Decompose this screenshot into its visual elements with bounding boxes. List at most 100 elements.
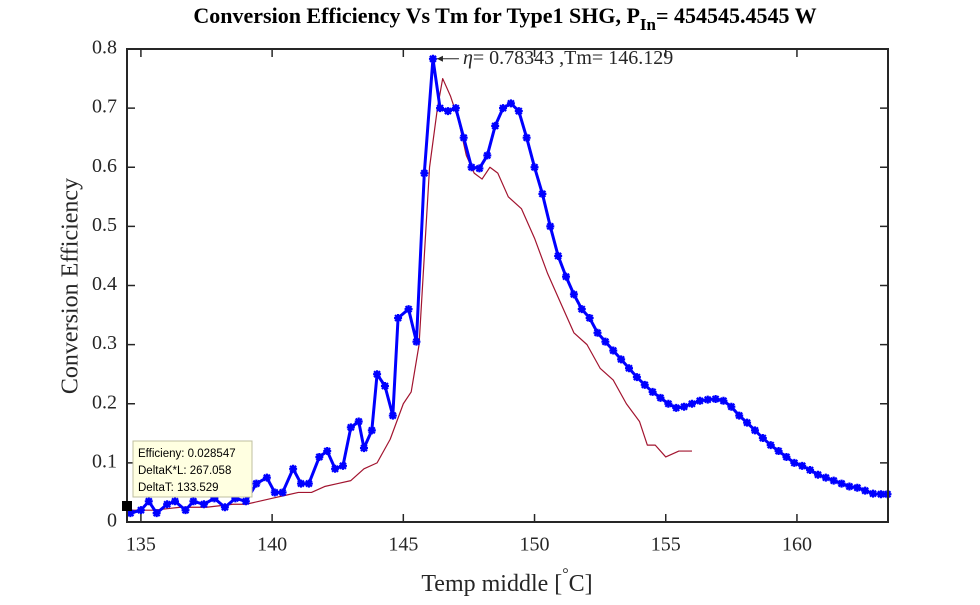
- annotation-arrowhead: [436, 55, 443, 62]
- data-marker: [163, 500, 172, 509]
- y-tick-label: 0: [107, 510, 117, 532]
- data-marker: [617, 355, 626, 364]
- data-marker: [338, 461, 347, 470]
- data-marker: [774, 447, 783, 456]
- data-marker: [304, 479, 313, 488]
- x-label-suffix: C]: [569, 571, 593, 597]
- data-marker: [354, 417, 363, 426]
- data-marker: [782, 452, 791, 461]
- data-marker: [331, 464, 340, 473]
- x-axis-label: Temp middle [°C]: [421, 566, 592, 597]
- data-marker: [436, 104, 445, 113]
- data-marker: [262, 473, 271, 482]
- data-marker: [593, 328, 602, 337]
- data-marker: [876, 490, 885, 499]
- data-marker: [289, 464, 298, 473]
- x-tick-label: 160: [782, 534, 812, 556]
- data-marker: [735, 411, 744, 420]
- data-marker: [522, 133, 531, 142]
- title-main: Conversion Efficiency Vs Tm for Type1 SH…: [193, 3, 640, 28]
- data-marker: [530, 163, 539, 172]
- data-marker: [171, 497, 180, 506]
- data-marker: [459, 133, 468, 142]
- data-marker: [152, 509, 161, 518]
- data-marker: [845, 482, 854, 491]
- data-marker: [443, 107, 452, 116]
- datatip-line: DeltaT: 133.529: [138, 482, 219, 494]
- data-marker: [750, 426, 759, 435]
- data-marker: [632, 373, 641, 382]
- data-marker: [664, 399, 673, 408]
- data-marker: [829, 476, 838, 485]
- data-marker: [538, 189, 547, 198]
- data-marker: [270, 488, 279, 497]
- x-tick-label: 140: [257, 534, 287, 556]
- datatip-marker: [122, 501, 132, 511]
- y-tick-label: 0.8: [92, 37, 117, 59]
- data-marker: [388, 411, 397, 420]
- data-marker: [798, 461, 807, 470]
- data-marker: [367, 426, 376, 435]
- data-marker: [189, 497, 198, 506]
- title-suffix: = 454545.4545 W: [656, 3, 817, 28]
- data-marker: [790, 458, 799, 467]
- data-marker: [656, 393, 665, 402]
- data-marker: [181, 506, 190, 515]
- data-marker: [412, 337, 421, 346]
- data-marker: [491, 121, 500, 130]
- data-marker: [837, 479, 846, 488]
- datatip-line: DeltaK*L: 267.058: [138, 465, 231, 477]
- annotation-value: = 0.78343 ,Tm= 146.129: [473, 46, 673, 68]
- data-marker: [569, 290, 578, 299]
- data-marker: [743, 418, 752, 427]
- data-marker: [315, 452, 324, 461]
- y-tick-label: 0.6: [92, 155, 117, 177]
- data-marker: [514, 107, 523, 116]
- data-marker: [703, 395, 712, 404]
- data-marker: [296, 479, 305, 488]
- annotation-symbol: η: [463, 46, 473, 68]
- y-tick-label: 0.7: [92, 96, 117, 118]
- data-marker: [323, 447, 332, 456]
- data-marker: [499, 104, 508, 113]
- series-line: [130, 77, 692, 511]
- y-tick-label: 0.3: [92, 332, 117, 354]
- title-subscript: In: [640, 15, 657, 34]
- data-marker: [585, 314, 594, 323]
- data-marker: [546, 222, 555, 231]
- data-marker: [199, 500, 208, 509]
- data-marker: [554, 251, 563, 260]
- data-marker: [231, 494, 240, 503]
- data-marker: [420, 169, 429, 178]
- data-marker: [404, 305, 413, 314]
- data-marker: [428, 54, 437, 63]
- annotation-text: η= 0.78343 ,Tm= 146.129: [463, 46, 673, 68]
- data-marker: [126, 509, 135, 518]
- data-marker: [821, 473, 830, 482]
- plot-area: η= 0.78343 ,Tm= 146.129: [126, 46, 892, 523]
- data-marker: [210, 494, 219, 503]
- data-marker: [806, 465, 815, 474]
- data-marker: [672, 403, 681, 412]
- data-marker: [758, 434, 767, 443]
- data-marker: [506, 99, 515, 108]
- y-tick-label: 0.2: [92, 391, 117, 413]
- data-marker: [380, 382, 389, 391]
- x-tick-label: 135: [126, 534, 156, 556]
- data-marker: [220, 503, 229, 512]
- data-marker: [609, 346, 618, 355]
- data-marker: [483, 151, 492, 160]
- data-marker: [640, 380, 649, 389]
- data-marker: [252, 479, 261, 488]
- data-marker: [648, 387, 657, 396]
- data-marker: [719, 396, 728, 405]
- data-marker: [359, 444, 368, 453]
- data-marker: [853, 483, 862, 492]
- data-marker: [136, 506, 145, 515]
- data-marker: [373, 370, 382, 379]
- y-tick-label: 0.1: [92, 450, 117, 472]
- x-tick-label: 155: [651, 534, 681, 556]
- data-marker: [475, 164, 484, 173]
- data-marker: [711, 395, 720, 404]
- y-axis-label: Conversion Efficiency: [58, 178, 84, 394]
